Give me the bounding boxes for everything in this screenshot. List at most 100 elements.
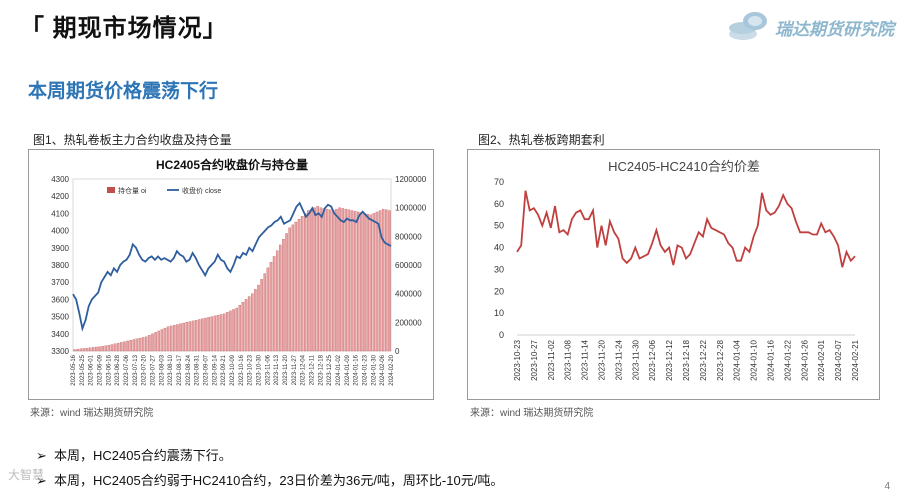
- chart1-left-tick-label: 4000: [51, 227, 69, 236]
- chart1-right-tick-label: 1000000: [395, 204, 427, 213]
- chart1-x-tick-label: 2023-08-17: [177, 354, 183, 385]
- chart2-x-tick-label: 2024-01-26: [800, 339, 809, 380]
- chart2-x-tick-label: 2023-12-06: [648, 339, 657, 380]
- chart2-x-tick-label: 2024-01-16: [767, 339, 776, 380]
- chart1-oi-bar: [375, 211, 379, 352]
- chart1-oi-bar: [350, 210, 354, 352]
- chart1-x-tick-label: 2023-06-09: [98, 354, 104, 385]
- chart1-x-tick-label: 2023-08-24: [186, 354, 192, 385]
- chart1-oi-bar: [260, 279, 263, 352]
- chart1-oi-bar: [366, 213, 369, 352]
- chart2-y-tick-label: 0: [499, 330, 504, 340]
- chart2-y-tick-label: 40: [494, 243, 504, 253]
- chart1-oi-bar: [282, 239, 285, 352]
- chart1-x-tick-label: 2023-07-13: [133, 354, 139, 385]
- chart1-oi-bar: [148, 335, 151, 352]
- chart1-oi-bar: [88, 347, 92, 352]
- chart1-oi-bar: [310, 208, 313, 352]
- chart1-oi-bar: [297, 218, 301, 352]
- figure2-panel: HC2405-HC2410合约价差 0 10 20 30 40 50 60 70 2023-10-…: [467, 149, 880, 400]
- chart1-x-tick-label: 2023-08-31: [195, 354, 201, 385]
- chart1-oi-bar: [226, 312, 229, 352]
- chart1-oi-bar: [272, 256, 276, 352]
- chart1-x-tick-label: 2023-10-23: [248, 354, 254, 385]
- chart1-left-tick-label: 3300: [51, 347, 69, 356]
- chart1-oi-bar: [316, 206, 319, 352]
- figure2-chart: HC2405-HC2410合约价差 0 10 20 30 40 50 60 70 2023-10-…: [494, 159, 860, 381]
- chart1-oi-bar: [238, 304, 242, 352]
- chart1-oi-bar: [219, 314, 223, 352]
- chart2-y-tick-label: 70: [494, 177, 504, 187]
- chart1-oi-bar: [169, 325, 173, 352]
- chart1-oi-bar: [151, 333, 154, 352]
- chart1-oi-bar: [244, 299, 248, 352]
- chart1-oi-bar: [247, 296, 251, 352]
- chart2-x-tick-label: 2023-10-23: [513, 339, 522, 380]
- chart1-x-tick-label: 2024-01-09: [345, 354, 351, 385]
- page-subtitle: 本周期货价格震荡下行: [28, 81, 219, 102]
- chart1-oi-bar: [73, 349, 76, 352]
- chart1-right-tick-label: 200000: [395, 318, 422, 327]
- chart1-x-tick-label: 2023-05-25: [80, 354, 86, 385]
- chart1-x-tick-label: 2023-11-27: [292, 354, 298, 385]
- chart1-right-tick-label: 800000: [395, 232, 422, 241]
- chart1-oi-bar: [300, 216, 304, 352]
- chart1-x-tick-label: 2024-01-23: [363, 354, 369, 385]
- chart1-oi-bar: [123, 341, 126, 352]
- chart1-right-tick-label: 600000: [395, 261, 422, 270]
- figure1-chart: HC2405合约收盘价与持仓量 3300 3400 3500 3600 3700 3800 3…: [51, 157, 427, 386]
- chart2-y-tick-label: 10: [494, 308, 504, 318]
- chart1-x-tick-label: 2023-07-27: [151, 354, 157, 385]
- figure2-caption: 图2、热轧卷板跨期套利: [478, 133, 605, 147]
- chart1-oi-bar: [254, 289, 257, 352]
- chart1-oi-bar: [113, 343, 117, 352]
- chart1-oi-bar: [291, 224, 295, 352]
- chart1-left-tick-label: 4200: [51, 192, 69, 201]
- chart1-oi-bar: [145, 336, 148, 352]
- chart1-oi-bar: [251, 293, 254, 352]
- chart1-oi-bar: [204, 317, 207, 352]
- arrow-bullet-icon: ➢: [36, 448, 47, 463]
- company-logo: 瑞达期货研究院: [725, 6, 895, 46]
- chart1-left-tick-label: 3400: [51, 330, 69, 339]
- chart2-x-tick-label: 2023-12-28: [716, 339, 725, 380]
- chart2-y-tick-label: 60: [494, 199, 504, 209]
- chart1-oi-bar: [76, 349, 79, 352]
- chart1-x-tick-label: 2023-09-07: [204, 354, 210, 385]
- chart1-oi-bar: [166, 326, 170, 352]
- chart1-oi-bar: [279, 244, 282, 352]
- bullet-text-1: 本周，HC2405合约震荡下行。: [54, 448, 232, 463]
- chart1-x-tick-label: 2024-01-30: [371, 354, 377, 385]
- chart2-x-tick-label: 2023-11-02: [547, 339, 556, 380]
- figure2-source: 来源：wind 瑞达期货研究院: [470, 408, 594, 419]
- chart1-left-tick-label: 3700: [51, 278, 69, 287]
- chart1-oi-bar: [357, 211, 360, 352]
- chart1-right-tick-label: 0: [395, 347, 400, 356]
- chart1-oi-bar: [338, 207, 341, 352]
- chart1-x-tick-label: 2023-11-06: [265, 354, 271, 385]
- chart1-oi-bar: [160, 329, 164, 352]
- chart1-x-tick-label: 2024-02-06: [380, 354, 386, 385]
- chart1-oi-bar: [138, 337, 142, 352]
- chart1-legend-oi-label: 持仓量 oi: [118, 186, 147, 195]
- chart1-oi-bar: [307, 210, 310, 352]
- chart1-oi-bar: [82, 348, 86, 352]
- chart1-oi-bar: [222, 313, 226, 352]
- chart2-x-tick-label: 2023-11-24: [614, 339, 623, 380]
- chart2-x-tick-label: 2023-12-18: [682, 339, 691, 380]
- chart1-oi-bar: [194, 320, 198, 352]
- chart1-oi-bar: [347, 209, 351, 352]
- chart1-left-tick-label: 4300: [51, 175, 69, 184]
- chart1-legend-close-label: 收盘价 close: [182, 186, 221, 195]
- chart2-x-tick-label: 2024-02-21: [851, 339, 860, 380]
- watermark: 大智慧: [8, 468, 45, 482]
- logo-text: 瑞达期货研究院: [775, 20, 894, 39]
- chart2-spread-line: [516, 190, 856, 268]
- chart1-oi-bar: [163, 327, 167, 352]
- figure1-panel: HC2405合约收盘价与持仓量 3300 3400 3500 3600 3700 3800 3…: [28, 149, 434, 400]
- chart1-oi-bar: [176, 324, 179, 352]
- chart1-x-tick-label: 2023-07-20: [142, 354, 148, 385]
- chart1-oi-bar: [98, 346, 101, 352]
- chart1-x-tick-label: 2023-10-09: [230, 354, 236, 385]
- chart1-oi-bar: [182, 322, 185, 352]
